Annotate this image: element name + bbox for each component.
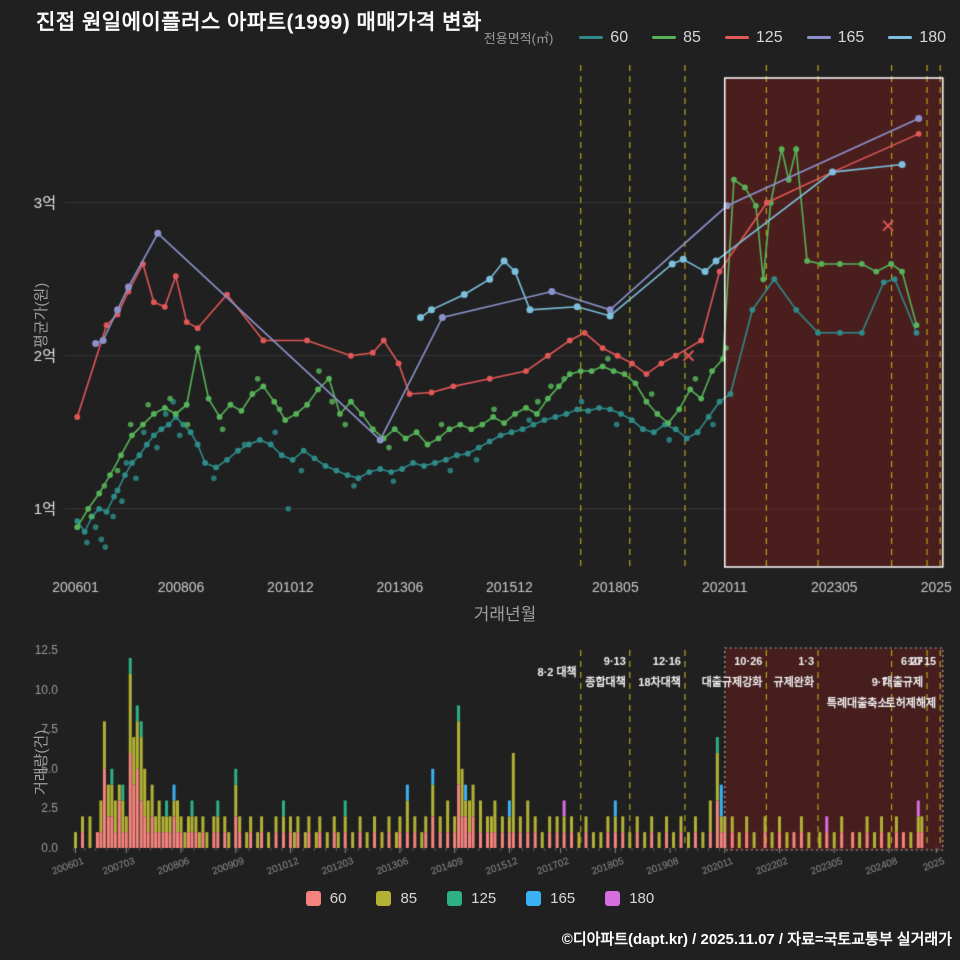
legend-item-125[interactable]: 125 xyxy=(724,28,783,47)
volume-legend-swatch-165 xyxy=(526,891,542,906)
volume-legend-label: 60 xyxy=(329,890,347,907)
volume-legend-item-125[interactable]: 125 xyxy=(447,890,496,907)
volume-axis-label: 거래량(건) xyxy=(33,729,50,795)
price-axis-label: 평균가(원) xyxy=(33,282,50,348)
legend-label: 165 xyxy=(837,28,865,46)
legend-swatch-60 xyxy=(579,36,604,39)
volume-legend-label: 125 xyxy=(471,890,497,907)
area-size-legend: 전용면적(㎡) 60 85 125 165 180 xyxy=(484,28,946,47)
volume-legend-label: 85 xyxy=(400,890,418,907)
volume-legend-item-60[interactable]: 60 xyxy=(305,890,347,907)
legend-label: 180 xyxy=(919,28,946,46)
legend-item-85[interactable]: 85 xyxy=(652,29,701,47)
volume-legend: 60 85 125 165 180 xyxy=(0,890,960,907)
legend-label: 85 xyxy=(683,28,701,46)
volume-legend-swatch-60 xyxy=(305,891,321,906)
page-title: 진접 원일에이플러스 아파트(1999) 매매가격 변화 xyxy=(36,11,482,34)
volume-legend-label: 180 xyxy=(629,890,655,907)
legend-item-60[interactable]: 60 xyxy=(579,29,628,47)
legend-label: 60 xyxy=(610,28,629,46)
legend-item-180[interactable]: 180 xyxy=(888,29,946,47)
volume-legend-swatch-85 xyxy=(376,891,392,906)
footer-credit: ©디아파트(dapt.kr) / 2025.11.07 / 자료=국토교통부 실… xyxy=(561,931,952,948)
legend-swatch-165 xyxy=(806,36,831,39)
date-axis-label: 거래년월 xyxy=(473,605,537,624)
legend-swatch-125 xyxy=(724,36,749,39)
legend-swatch-180 xyxy=(888,36,913,39)
volume-legend-item-85[interactable]: 85 xyxy=(376,890,417,907)
area-size-legend-label: 전용면적(㎡) xyxy=(483,31,554,46)
volume-legend-label: 165 xyxy=(550,890,576,907)
volume-legend-swatch-125 xyxy=(447,891,463,906)
volume-legend-item-165[interactable]: 165 xyxy=(526,890,575,907)
legend-label: 125 xyxy=(755,28,783,46)
legend-swatch-85 xyxy=(652,36,677,39)
legend-item-165[interactable]: 165 xyxy=(806,28,865,47)
area-size-legend-items: 60 85 125 165 180 xyxy=(579,29,946,47)
volume-legend-item-180[interactable]: 180 xyxy=(605,890,654,907)
volume-legend-swatch-180 xyxy=(605,891,621,906)
